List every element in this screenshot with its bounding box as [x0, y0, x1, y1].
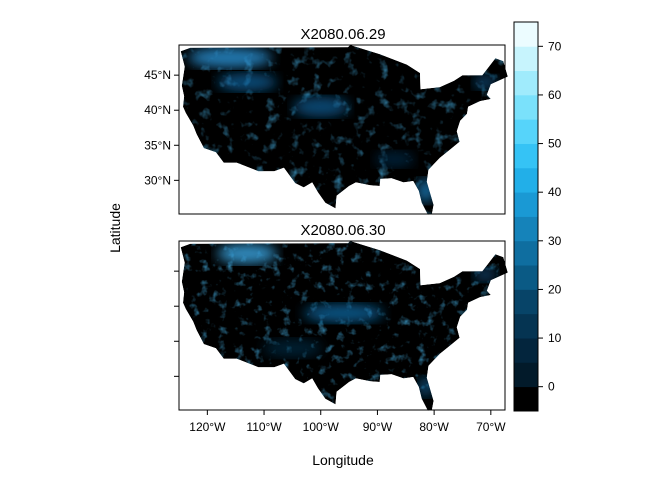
- colorbar-label: 70: [548, 39, 562, 53]
- colorbar-label: 60: [548, 88, 562, 102]
- y-tick-label: 45°N: [144, 68, 171, 82]
- x-axis-ticks: 120°W 110°W 100°W 90°W 80°W 70°W: [189, 410, 506, 434]
- colorbar-swatch: [514, 192, 538, 217]
- colorbar-swatch: [514, 167, 538, 193]
- colorbar-label: 20: [548, 282, 562, 296]
- colorbar-swatch: [514, 289, 538, 315]
- colorbar-swatch: [514, 362, 538, 388]
- colorbar-label: 40: [548, 185, 562, 199]
- colorbar-swatch: [514, 70, 538, 96]
- colorbar: 0 10 20 30 40 50 60 70: [513, 21, 562, 412]
- y-axis-title: Latitude: [107, 203, 123, 253]
- high-value-region: [303, 304, 384, 323]
- x-tick-label: 100°W: [303, 420, 340, 434]
- colorbar-swatch: [514, 143, 538, 169]
- panel-title-bottom: X2080.06.30: [300, 222, 385, 239]
- high-value-region: [217, 243, 278, 264]
- x-tick-label: 110°W: [246, 420, 282, 434]
- colorbar-label: 10: [548, 331, 562, 345]
- panel-frame-top: [178, 44, 506, 215]
- colorbar-swatch: [514, 46, 538, 72]
- panel-top: X2080.06.29 30°N 35°N 40°N 45°N: [144, 26, 508, 215]
- high-value-region: [292, 96, 349, 117]
- high-value-region: [374, 151, 415, 168]
- panel-frame-bottom: [178, 240, 506, 411]
- y-axis-ticks: 30°N 35°N 40°N 45°N: [144, 68, 179, 187]
- colorbar-swatch: [514, 119, 538, 144]
- panel-title-top: X2080.06.29: [300, 26, 385, 43]
- panel-bottom: X2080.06.30: [174, 222, 508, 411]
- y-tick-label: 40°N: [144, 103, 171, 117]
- colorbar-swatch: [514, 240, 538, 266]
- colorbar-swatch: [514, 22, 538, 47]
- high-value-region: [418, 376, 433, 397]
- y-tick-label: 35°N: [144, 138, 171, 152]
- high-value-region: [188, 47, 273, 68]
- x-tick-label: 120°W: [189, 420, 226, 434]
- x-axis-title: Longitude: [312, 452, 374, 468]
- colorbar-label: 50: [548, 137, 562, 151]
- colorbar-label: 30: [548, 234, 562, 248]
- colorbar-swatch: [514, 386, 538, 412]
- colorbar-frame: [513, 21, 539, 412]
- x-tick-label: 70°W: [476, 420, 506, 434]
- colorbar-swatch: [514, 338, 538, 363]
- precip-field-top: [180, 45, 508, 215]
- precip-field-bottom: [180, 241, 508, 411]
- high-value-region: [473, 75, 498, 90]
- high-value-region: [473, 267, 498, 282]
- colorbar-swatch: [514, 313, 538, 339]
- high-value-region: [417, 178, 434, 203]
- colorbar-swatch: [514, 94, 538, 120]
- high-value-region: [217, 73, 278, 92]
- colorbar-label: 0: [548, 380, 555, 394]
- colorbar-swatch: [514, 216, 538, 242]
- y-tick-label: 30°N: [144, 173, 171, 187]
- high-value-region: [262, 339, 323, 358]
- colorbar-swatch: [514, 265, 538, 290]
- y-axis-ticks-unlabeled: [174, 270, 179, 377]
- x-tick-label: 90°W: [363, 420, 393, 434]
- x-tick-label: 80°W: [419, 420, 449, 434]
